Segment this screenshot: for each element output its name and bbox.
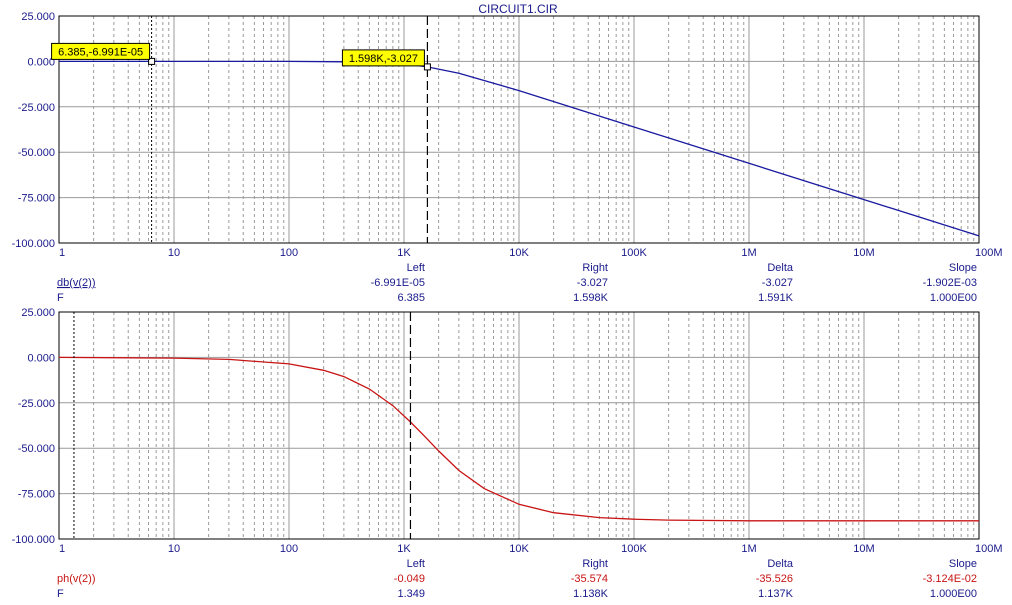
- chart1-right-cursor-label: 1.598K,-3.027: [349, 53, 418, 65]
- window-title: CIRCUIT1.CIR: [478, 2, 558, 16]
- chart1-readout-header-right: Right: [582, 262, 608, 274]
- chart2-x-tick-label: 100: [280, 543, 298, 555]
- chart2-x-tick-label: 10: [168, 543, 180, 555]
- chart2-readout-value-right: -35.574: [571, 573, 608, 585]
- chart1-series-line-db(v(2)): [59, 60, 980, 237]
- chart1-x-tick-label: 1: [59, 247, 65, 259]
- chart1-y-tick-label: -75.000: [18, 193, 55, 205]
- chart1-right-cursor-marker: [423, 63, 431, 71]
- chart2-x-tick-label: 1M: [741, 543, 756, 555]
- chart1-left-cursor-label-box: [51, 42, 151, 60]
- chart2-plot-frame: [58, 311, 980, 540]
- chart1-x-tick-label: 10M: [853, 247, 874, 259]
- chart1-readout-value-left: -6.991E-05: [371, 277, 425, 289]
- chart1-plot-frame: [58, 15, 980, 244]
- chart2-x-tick-label: 100K: [621, 543, 647, 555]
- chart1-y-tick-label: -50.000: [18, 147, 55, 159]
- chart2-x-tick-label: 10M: [853, 543, 874, 555]
- chart2-readout-value-delta: 1.137K: [758, 588, 794, 600]
- chart2-readout-header-delta: Delta: [767, 558, 794, 570]
- chart2-readout-row-label: F: [57, 588, 64, 600]
- chart1-readout-header-delta: Delta: [767, 262, 794, 274]
- chart2-readout-row-label: ph(v(2)): [57, 573, 96, 585]
- chart2-x-tick-label: 10K: [509, 543, 529, 555]
- chart2-readout-value-slope: 1.000E00: [930, 588, 977, 600]
- chart1-readout-value-right: 1.598K: [573, 292, 609, 304]
- chart2-series-line-ph(v(2)): [58, 356, 979, 522]
- chart2-y-tick-label: -100.000: [12, 534, 55, 546]
- chart2-readout-value-left: 1.349: [397, 588, 425, 600]
- chart1-y-tick-label: 0.000: [27, 56, 55, 68]
- chart1-readout-value-slope: 1.000E00: [930, 292, 977, 304]
- chart2-readout-header-right: Right: [582, 558, 608, 570]
- chart1-y-tick-label: 25.000: [21, 11, 55, 23]
- chart2-y-tick-label: 0.000: [27, 352, 55, 364]
- chart2-y-tick-label: 25.000: [21, 307, 55, 319]
- chart1-readout-header-left: Left: [407, 262, 425, 274]
- chart2-readout-header-slope: Slope: [949, 558, 977, 570]
- chart1-readout-value-delta: -3.027: [762, 277, 793, 289]
- chart1-x-tick-label: 10: [168, 247, 180, 259]
- chart1-right-cursor-label-box: [341, 49, 425, 67]
- chart2-x-tick-label: 1: [59, 543, 65, 555]
- chart1-left-cursor-marker: [148, 57, 156, 65]
- chart2-y-tick-label: -75.000: [18, 489, 55, 501]
- chart2-readout-value-slope: -3.124E-02: [923, 573, 977, 585]
- chart1-readout-header-slope: Slope: [949, 262, 977, 274]
- chart2-x-tick-label: 100M: [975, 543, 1003, 555]
- chart1-readout-value-left: 6.385: [397, 292, 425, 304]
- chart1-x-tick-label: 10K: [509, 247, 529, 259]
- chart1-left-cursor-label: 6.385,-6.991E-05: [58, 46, 143, 58]
- chart2-x-tick-label: 1K: [397, 543, 411, 555]
- chart2-readout-value-right: 1.138K: [573, 588, 609, 600]
- chart2-readout-header-left: Left: [407, 558, 425, 570]
- chart1-readout-value-right: -3.027: [577, 277, 608, 289]
- chart2-readout-value-delta: -35.526: [756, 573, 793, 585]
- chart1-x-tick-label: 1M: [741, 247, 756, 259]
- chart1-x-tick-label: 1K: [397, 247, 411, 259]
- chart1-readout-value-delta: 1.591K: [758, 292, 794, 304]
- chart1-readout-row-label: db(v(2)): [57, 277, 96, 289]
- chart1-x-tick-label: 100K: [621, 247, 647, 259]
- chart1-readout-row-label: F: [57, 292, 64, 304]
- chart1-y-tick-label: -25.000: [18, 102, 55, 114]
- chart1-readout-value-slope: -1.902E-03: [923, 277, 977, 289]
- chart1-y-tick-label: -100.000: [12, 238, 55, 250]
- chart2-readout-value-left: -0.049: [394, 573, 425, 585]
- chart2-y-tick-label: -50.000: [18, 443, 55, 455]
- chart2-y-tick-label: -25.000: [18, 398, 55, 410]
- chart1-x-tick-label: 100: [280, 247, 298, 259]
- chart1-x-tick-label: 100M: [975, 247, 1003, 259]
